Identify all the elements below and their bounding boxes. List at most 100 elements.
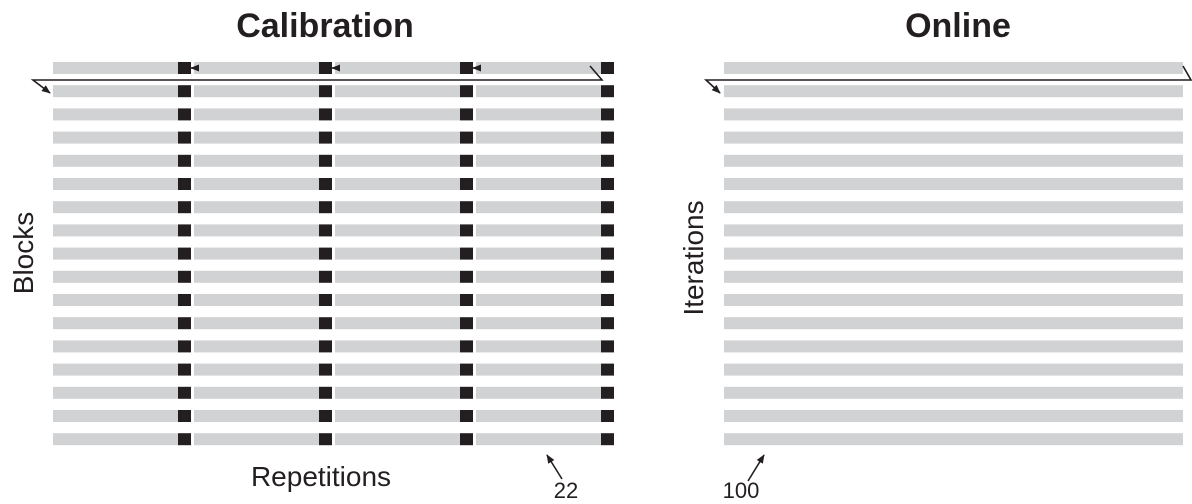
calibration-bar [53,224,178,237]
calibration-marker [601,386,614,399]
calibration-marker [319,224,332,237]
calibration-marker [460,247,473,260]
calibration-marker [460,108,473,121]
calibration-bar [335,294,460,306]
calibration-marker [319,317,332,330]
calibration-bars [53,62,614,446]
online-bar [724,294,1183,306]
calibration-marker [601,340,614,353]
calibration-bar [53,154,178,167]
online-bar [724,433,1183,446]
calibration-bar [194,247,319,260]
calibration-annotation: 22 [554,478,578,503]
calibration-marker [319,386,332,399]
calibration-bar [476,340,601,353]
calibration-bar [476,247,601,260]
calibration-marker [460,154,473,167]
calibration-marker [601,201,614,214]
calibration-bar [476,178,601,190]
calibration-bar [53,363,178,376]
calibration-marker [178,363,191,376]
calibration-marker [178,131,191,144]
online-bar [724,270,1183,283]
calibration-marker [319,201,332,214]
calibration-bar [194,201,319,214]
calibration-bar [476,363,601,376]
calibration-marker [178,62,191,74]
blocks-axis-label: Blocks [8,212,39,294]
online-flow-arrows [703,65,1192,94]
repetitions-axis-label: Repetitions [251,461,391,492]
calibration-marker [460,410,473,422]
calibration-bar [476,317,601,330]
calibration-marker [178,340,191,353]
calibration-marker [601,294,614,306]
calibration-flow-arrows [30,64,604,94]
calibration-marker [319,340,332,353]
calibration-marker [460,224,473,237]
calibration-bar [335,433,460,446]
calibration-marker [601,108,614,121]
online-bar [724,410,1183,422]
calibration-marker [601,410,614,422]
calibration-bar [335,224,460,237]
calibration-title: Calibration [236,7,414,45]
calibration-bar [335,317,460,330]
calibration-bar [53,85,178,98]
calibration-marker [178,154,191,167]
calibration-marker [319,433,332,446]
calibration-panel: Calibration Blocks Repetitions 22 [8,7,614,503]
calibration-bar [53,294,178,306]
calibration-bar [53,317,178,330]
iterations-axis-label: Iterations [678,200,709,315]
calibration-bar [335,108,460,121]
calibration-bar [53,247,178,260]
calibration-marker [319,294,332,306]
calibration-bar [476,386,601,399]
calibration-marker [460,131,473,144]
calibration-bar [335,363,460,376]
calibration-marker [178,410,191,422]
calibration-bar [476,131,601,144]
calibration-bar [194,224,319,237]
calibration-marker [460,294,473,306]
calibration-bar [53,386,178,399]
calibration-marker [319,363,332,376]
online-bar [724,247,1183,260]
calibration-marker [178,201,191,214]
calibration-bar [335,62,460,74]
online-bar [724,224,1183,237]
calibration-marker [178,433,191,446]
calibration-bar [194,62,319,74]
online-bar [724,85,1183,98]
calibration-bar [194,294,319,306]
calibration-marker [460,178,473,190]
calibration-bar [53,62,178,74]
calibration-marker [601,178,614,190]
calibration-bar [335,410,460,422]
online-bar [724,340,1183,353]
calibration-bar [194,433,319,446]
calibration-bar [53,410,178,422]
calibration-marker [319,131,332,144]
calibration-marker [178,294,191,306]
calibration-marker [460,433,473,446]
calibration-bar [53,340,178,353]
calibration-bar [335,270,460,283]
calibration-bar [194,340,319,353]
calibration-bar [194,154,319,167]
calibration-marker [319,270,332,283]
calibration-marker [460,85,473,98]
calibration-marker [460,363,473,376]
calibration-marker [601,131,614,144]
calibration-marker [460,270,473,283]
calibration-bar [335,85,460,98]
calibration-marker [601,270,614,283]
calibration-marker [460,201,473,214]
online-bar [724,317,1183,330]
calibration-bar [476,294,601,306]
online-wrap-arrow [703,65,1192,94]
calibration-bar [194,386,319,399]
calibration-bar [53,270,178,283]
